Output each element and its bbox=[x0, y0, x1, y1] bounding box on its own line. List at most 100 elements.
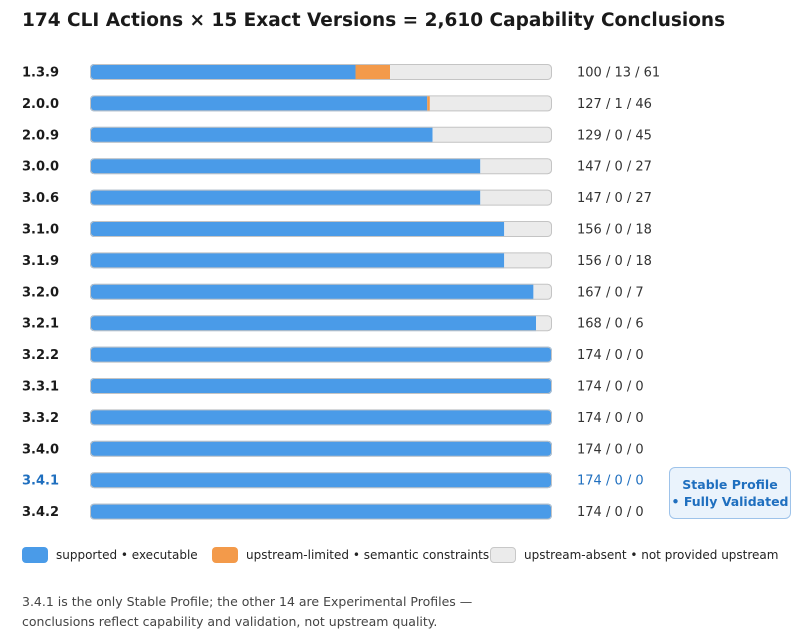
bar-segment-supported bbox=[90, 283, 534, 300]
chart-title: 174 CLI Actions × 15 Exact Versions = 2,… bbox=[22, 10, 726, 31]
badge-line-2: • Fully Validated bbox=[671, 494, 789, 509]
bar-row-3.3.1: 3.3.1 174 / 0 / 0 bbox=[22, 378, 644, 395]
version-label: 3.0.0 bbox=[22, 160, 59, 175]
legend-label-supported: supported • executable bbox=[56, 548, 198, 562]
bar-outline bbox=[90, 315, 552, 332]
bar-segment-supported bbox=[90, 315, 537, 332]
bar-outline bbox=[90, 409, 552, 426]
bar-row-3.2.1: 3.2.1 168 / 0 / 6 bbox=[22, 315, 644, 332]
stacked-bar-chart: 1.3.9 100 / 13 / 61 2.0.0 127 / 1 / 46 2.0.9… bbox=[22, 64, 660, 520]
bar-segment-absent bbox=[432, 126, 552, 143]
count-label: 174 / 0 / 0 bbox=[577, 505, 644, 520]
count-label: 174 / 0 / 0 bbox=[577, 380, 644, 395]
count-label: 147 / 0 / 27 bbox=[577, 191, 652, 206]
bar-outline bbox=[90, 158, 552, 175]
bar-segment-supported bbox=[90, 221, 505, 237]
count-label: 174 / 0 / 0 bbox=[577, 411, 644, 426]
bar-segment-absent bbox=[504, 221, 552, 237]
bar-segment-supported bbox=[90, 252, 505, 269]
bar-segment-supported bbox=[90, 64, 356, 80]
bar-outline bbox=[90, 252, 552, 269]
bar-outline bbox=[90, 440, 552, 457]
version-label: 3.1.9 bbox=[22, 254, 59, 269]
bar-row-3.4.2: 3.4.2 174 / 0 / 0 bbox=[22, 503, 644, 520]
bar-segment-supported bbox=[90, 409, 552, 426]
version-label: 3.1.0 bbox=[22, 223, 59, 238]
bar-segment-absent bbox=[533, 283, 552, 300]
bar-segment-limited bbox=[427, 95, 430, 112]
legend-item-absent: upstream-absent • not provided upstream bbox=[490, 547, 778, 563]
bar-segment-supported bbox=[90, 503, 552, 520]
bar-row-3.1.9: 3.1.9 156 / 0 / 18 bbox=[22, 252, 652, 269]
bar-segment-supported bbox=[90, 440, 552, 457]
bar-row-3.0.0: 3.0.0 147 / 0 / 27 bbox=[22, 158, 652, 175]
bar-outline bbox=[90, 378, 552, 394]
count-label: 167 / 0 / 7 bbox=[577, 285, 644, 300]
bar-outline bbox=[90, 189, 552, 206]
bar-outline bbox=[90, 64, 552, 80]
version-label: 3.0.6 bbox=[22, 191, 59, 206]
count-label: 168 / 0 / 6 bbox=[577, 317, 644, 332]
badge-line-1: Stable Profile bbox=[682, 477, 778, 492]
bar-row-3.1.0: 3.1.0 156 / 0 / 18 bbox=[22, 221, 652, 238]
count-label: 100 / 13 / 61 bbox=[577, 66, 660, 81]
bar-outline bbox=[90, 346, 552, 363]
legend-label-limited: upstream-limited • semantic constraints bbox=[246, 548, 490, 562]
version-label: 3.2.0 bbox=[22, 285, 59, 300]
count-label: 156 / 0 / 18 bbox=[577, 254, 652, 269]
legend-swatch-absent bbox=[490, 547, 516, 563]
version-label: 3.4.2 bbox=[22, 505, 59, 520]
bar-segment-absent bbox=[390, 64, 552, 80]
version-label: 3.4.0 bbox=[22, 442, 59, 457]
bar-segment-supported bbox=[90, 158, 481, 175]
version-label: 2.0.0 bbox=[22, 97, 59, 112]
version-label: 3.2.2 bbox=[22, 348, 59, 363]
version-label: 3.2.1 bbox=[22, 317, 59, 332]
bar-row-3.0.6: 3.0.6 147 / 0 / 27 bbox=[22, 189, 652, 206]
count-label: 174 / 0 / 0 bbox=[577, 442, 644, 457]
bar-segment-supported bbox=[90, 472, 552, 489]
bar-segment-absent bbox=[536, 315, 552, 332]
count-label: 156 / 0 / 18 bbox=[577, 223, 652, 238]
legend-swatch-limited bbox=[212, 547, 238, 563]
count-label: 127 / 1 / 46 bbox=[577, 97, 652, 112]
count-label: 174 / 0 / 0 bbox=[577, 474, 644, 489]
stable-profile-badge: Stable Profile • Fully Validated bbox=[669, 467, 791, 519]
bar-row-3.4.0: 3.4.0 174 / 0 / 0 bbox=[22, 440, 644, 457]
bar-segment-supported bbox=[90, 95, 428, 112]
bar-row-3.2.2: 3.2.2 174 / 0 / 0 bbox=[22, 346, 644, 363]
version-label: 1.3.9 bbox=[22, 66, 59, 81]
version-label: 3.3.1 bbox=[22, 380, 59, 395]
footnote-line-1: 3.4.1 is the only Stable Profile; the ot… bbox=[22, 594, 473, 609]
legend-swatch-supported bbox=[22, 547, 48, 563]
bar-segment-absent bbox=[480, 189, 552, 206]
bar-row-3.4.1: 3.4.1 174 / 0 / 0 bbox=[22, 472, 644, 489]
version-label: 2.0.9 bbox=[22, 128, 59, 143]
count-label: 129 / 0 / 45 bbox=[577, 128, 652, 143]
bar-segment-absent bbox=[480, 158, 552, 175]
version-label: 3.4.1 bbox=[22, 474, 59, 489]
bar-row-3.2.0: 3.2.0 167 / 0 / 7 bbox=[22, 283, 644, 300]
footnote-line-2: conclusions reflect capability and valid… bbox=[22, 614, 438, 629]
bar-row-2.0.0: 2.0.0 127 / 1 / 46 bbox=[22, 95, 652, 112]
bar-segment-absent bbox=[504, 252, 552, 269]
count-label: 147 / 0 / 27 bbox=[577, 160, 652, 175]
bar-row-1.3.9: 1.3.9 100 / 13 / 61 bbox=[22, 64, 660, 81]
bar-outline bbox=[90, 283, 552, 300]
bar-segment-supported bbox=[90, 346, 552, 363]
count-label: 174 / 0 / 0 bbox=[577, 348, 644, 363]
bar-row-2.0.9: 2.0.9 129 / 0 / 45 bbox=[22, 126, 652, 143]
bar-segment-absent bbox=[429, 95, 552, 112]
legend-item-supported: supported • executable bbox=[22, 547, 198, 563]
bar-segment-supported bbox=[90, 189, 481, 206]
bar-segment-supported bbox=[90, 126, 433, 143]
bar-outline bbox=[90, 95, 552, 112]
bar-outline bbox=[90, 221, 552, 237]
bar-outline bbox=[90, 472, 552, 489]
bar-outline bbox=[90, 503, 552, 520]
footnote: 3.4.1 is the only Stable Profile; the ot… bbox=[22, 592, 582, 632]
legend-label-absent: upstream-absent • not provided upstream bbox=[524, 548, 779, 562]
version-label: 3.3.2 bbox=[22, 411, 59, 426]
legend-item-limited: upstream-limited • semantic constraints bbox=[212, 547, 489, 563]
bar-row-3.3.2: 3.3.2 174 / 0 / 0 bbox=[22, 409, 644, 426]
